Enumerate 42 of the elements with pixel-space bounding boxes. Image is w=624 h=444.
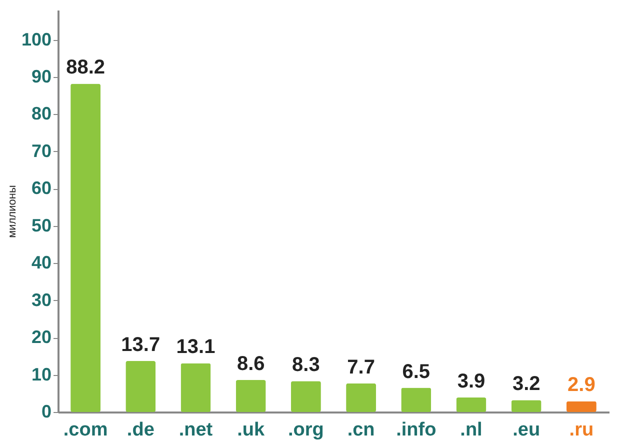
bar [70,84,101,412]
x-tick-label: .de [126,420,154,440]
y-tick-label: 70 [31,140,52,161]
bar [456,397,486,412]
data-label: 3.9 [457,370,486,392]
y-tick-label: 30 [31,290,52,310]
y-tick-label: 40 [31,252,52,273]
data-label: 2.9 [568,374,596,396]
y-tick-label: 50 [31,215,52,236]
bar [401,388,432,412]
bar [180,363,211,412]
y-tick-label: 10 [31,364,52,384]
x-tick-label: .net [178,420,214,440]
bar [126,361,156,412]
x-tick-label: .cn [347,420,375,440]
bar [566,401,596,412]
x-tick-label: .nl [460,420,482,440]
data-label: 3.2 [512,373,540,396]
data-label: 13.1 [176,336,216,358]
data-label: 6.5 [402,360,430,383]
data-label: 7.7 [347,356,375,378]
bar [290,381,321,412]
x-tick-label: .com [63,420,108,440]
x-tick-label: .eu [512,420,540,440]
y-tick-label: 0 [41,402,52,422]
x-tick-label: .org [288,420,324,440]
y-tick-label: 20 [31,327,52,348]
y-tick-label: 90 [31,66,52,86]
y-axis-title: миллионы [6,185,18,238]
y-tick-label: 60 [31,178,52,198]
x-tick-label: .info [396,420,436,440]
data-label: 13.7 [121,334,160,356]
data-label: 88.2 [66,56,106,79]
bar [511,400,542,412]
bar [236,380,266,412]
y-tick-label: 80 [31,104,52,124]
data-label: 8.6 [236,352,265,375]
data-label: 8.3 [292,354,320,376]
x-tick-label: .ru [569,420,594,440]
bar [346,383,376,412]
y-tick-label: 100 [21,29,52,50]
x-tick-label: .uk [237,420,266,440]
